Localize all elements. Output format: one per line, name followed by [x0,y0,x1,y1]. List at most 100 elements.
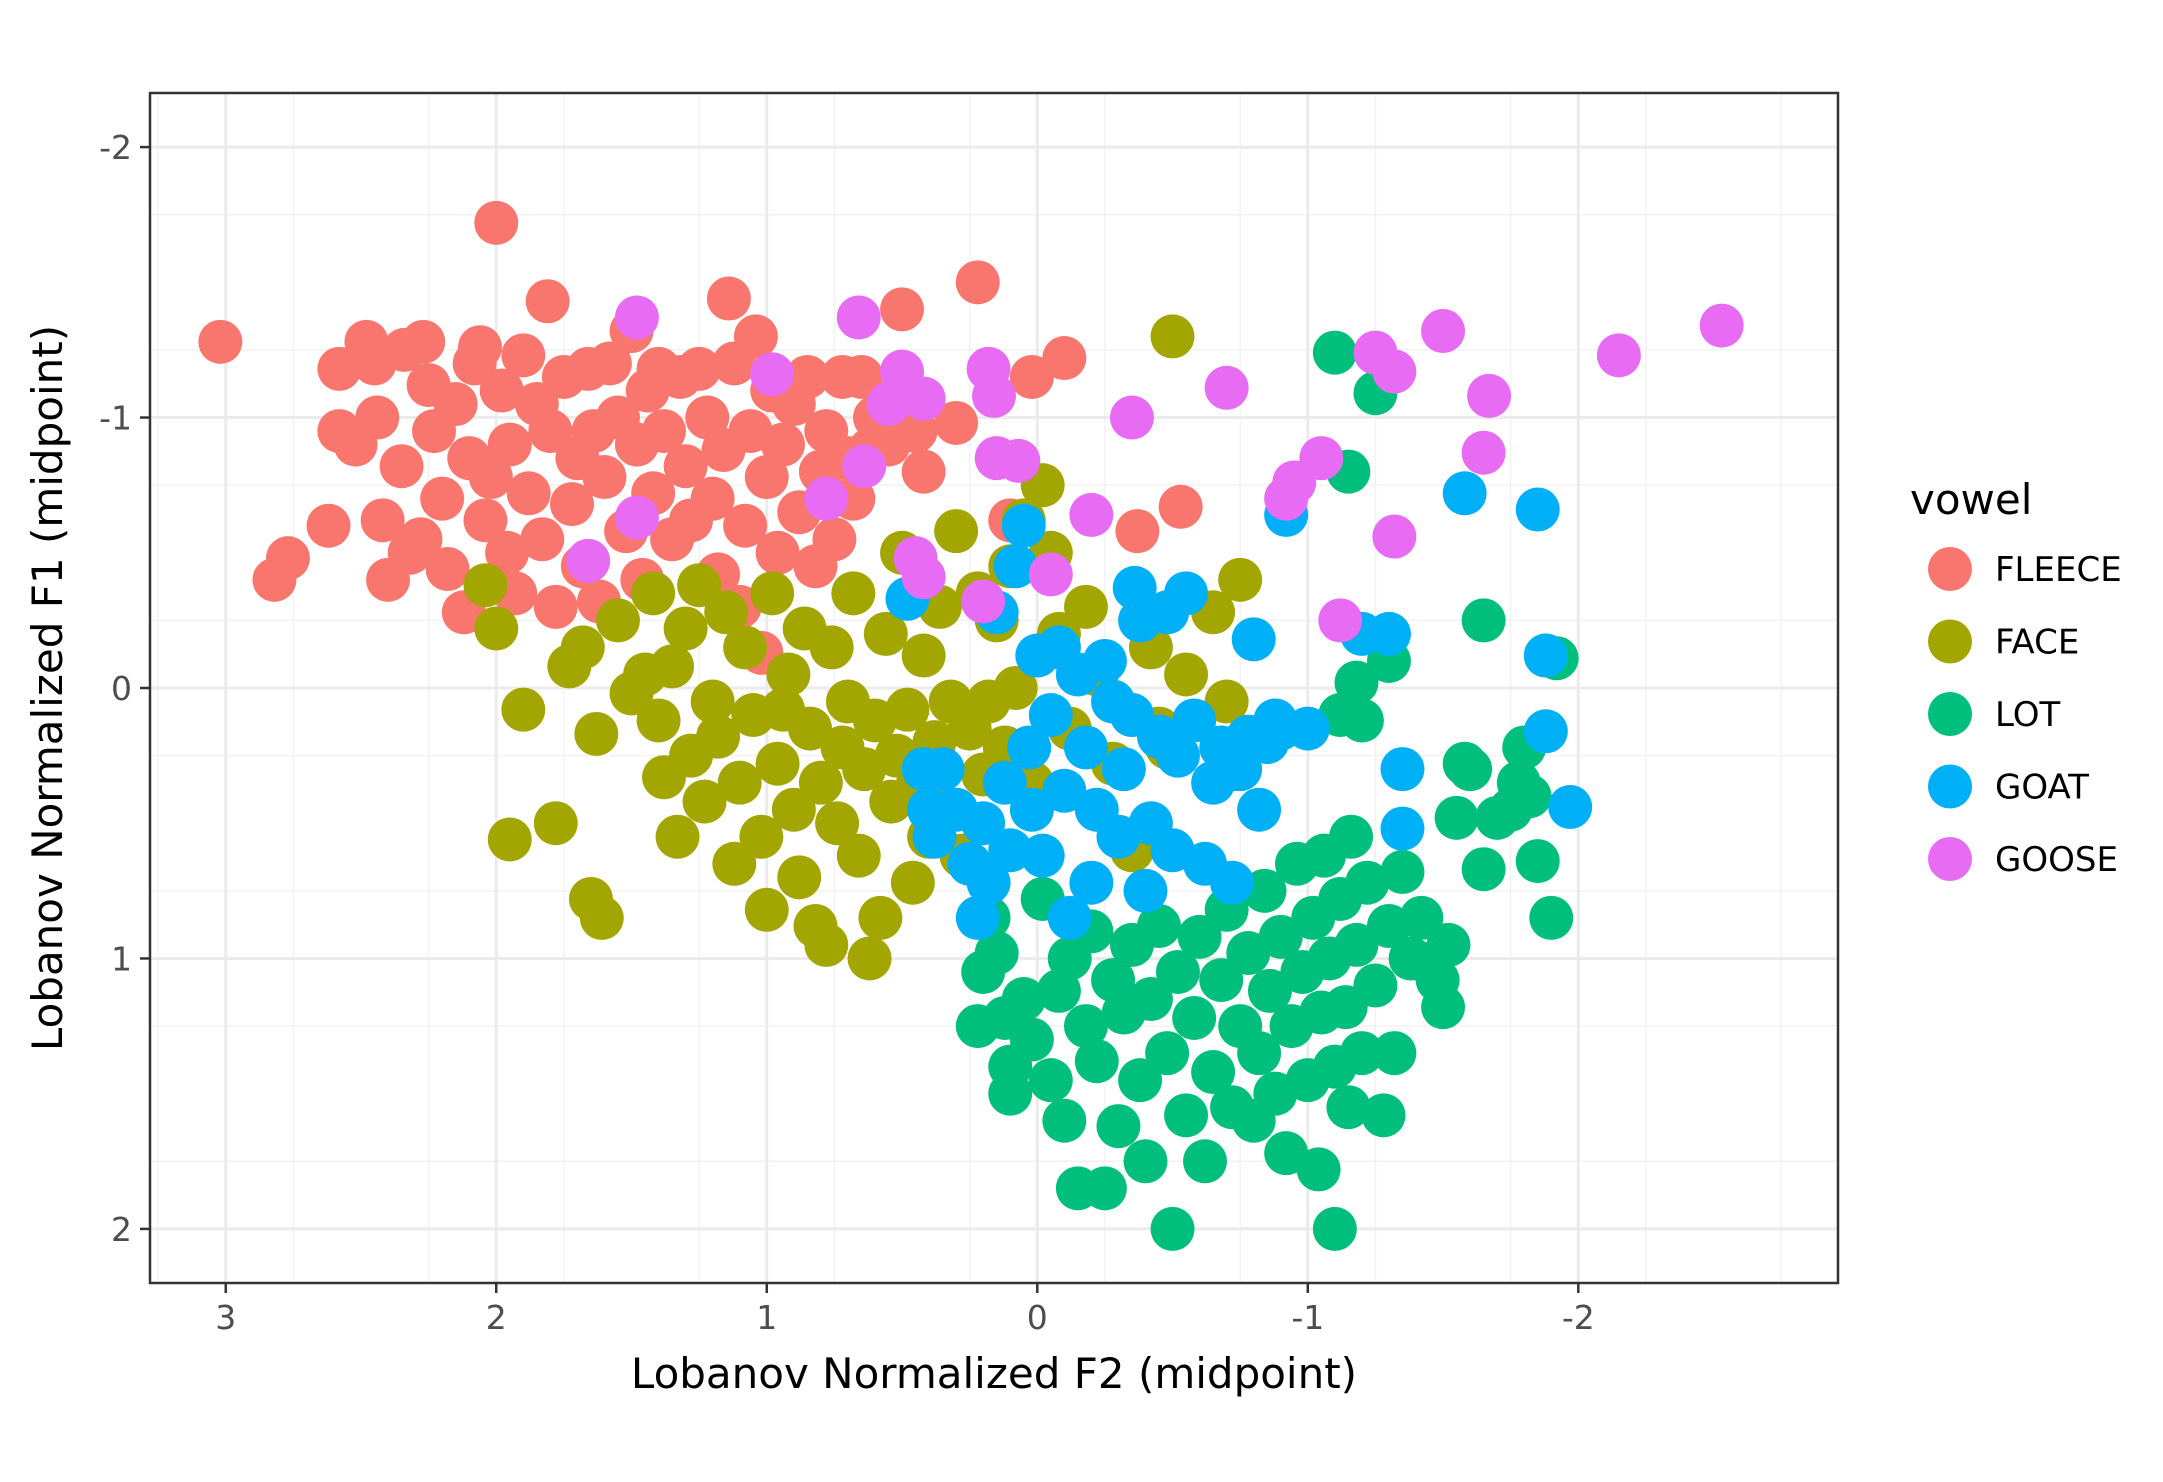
data-point-goose [996,438,1041,483]
data-point-fleece [1042,336,1087,381]
data-point-lot [1312,330,1357,375]
data-point-fleece [398,517,443,562]
data-point-goose [1699,303,1744,348]
data-point-face [574,711,619,756]
data-point-lot [974,931,1019,976]
data-point-goat [1231,617,1276,662]
data-point-fleece [506,471,551,516]
data-point-lot [1028,1058,1073,1103]
data-point-lot [1312,1206,1357,1251]
data-point-face [934,509,979,554]
x-tick-label: 2 [486,1298,507,1337]
data-point-lot [1226,931,1271,976]
legend-key [1928,547,1972,591]
data-point-goose [614,495,659,540]
data-point-fleece [485,530,530,575]
data-point-face [815,801,860,846]
data-point-fleece [317,346,362,391]
data-point-face [501,687,546,732]
legend-items: FLEECE FACE LOT GOAT GOOSE [1928,547,2122,881]
data-point-goat [1112,565,1157,610]
data-point-goat [1001,503,1046,548]
data-point-face [755,741,800,786]
data-point-face [901,633,946,678]
series-goose [566,295,1744,643]
data-point-lot [1461,847,1506,892]
data-point-fleece [1009,354,1054,399]
data-point-fleece [755,530,800,575]
y-tick-label: 0 [111,669,132,708]
data-point-fleece [355,395,400,440]
data-point-fleece [761,422,805,467]
data-point-face [579,895,624,940]
data-point-face [690,679,735,724]
data-point-goat [1237,787,1282,832]
data-point-lot [1448,747,1493,792]
data-point-face [463,563,508,608]
x-tick-label: 1 [756,1298,777,1337]
data-point-face [474,606,519,651]
data-point-lot [1191,1050,1236,1095]
x-tick-label: -2 [1562,1298,1595,1337]
data-point-goat [1285,706,1330,751]
data-point-lot [1380,849,1425,894]
y-tick-label: -1 [99,399,132,438]
data-point-goat [1042,768,1087,813]
series-face [463,314,1263,981]
legend-item-face: FACE [1928,619,2079,664]
legend-item-goose: GOOSE [1928,837,2118,881]
data-point-face [739,814,784,859]
data-point-lot [1123,1139,1168,1184]
data-point-face [487,817,532,862]
data-point-fleece [663,444,708,489]
data-point-lot [1137,904,1182,948]
data-point-fleece [1158,484,1203,529]
data-point-fleece [641,409,686,454]
data-point-fleece [433,382,478,427]
data-point-fleece [420,476,465,521]
data-point-face [1164,652,1209,697]
data-point-lot [1145,1031,1190,1076]
data-point-face [744,887,789,932]
legend-item-lot: LOT [1928,692,2060,736]
data-point-goose [1204,365,1249,410]
data-point-face [885,687,930,732]
legend-label: GOAT [1995,768,2089,808]
data-point-fleece [733,314,778,359]
y-axis-title: Lobanov Normalized F1 (midpoint) [23,325,72,1051]
data-point-fleece [528,409,573,454]
data-point-lot [1237,1031,1282,1076]
data-point-goose [614,295,659,340]
data-point-lot [1421,985,1466,1030]
data-point-lot [1155,949,1200,994]
x-tick-label: -1 [1291,1298,1324,1337]
data-point-goose [901,376,946,421]
data-point-goose [1596,333,1641,378]
x-axis-title: Lobanov Normalized F2 (midpoint) [631,1349,1357,1398]
data-point-fleece [360,498,405,543]
data-point-goose [1318,598,1363,643]
data-point-face [655,814,700,859]
data-point-lot [1183,1139,1227,1184]
data-point-lot [1247,968,1292,1013]
data-point-goat [1210,860,1255,905]
x-tick-label: 0 [1027,1298,1048,1337]
data-point-fleece [706,276,751,321]
data-point-goat [1548,785,1593,829]
series-goat [885,471,1593,940]
data-point-goat [1007,725,1052,770]
data-point-goose [836,295,881,340]
data-point-face [704,590,749,635]
data-point-goose [750,352,795,397]
data-point-goat [1069,860,1114,905]
data-point-fleece [474,200,519,245]
data-point-face [750,571,795,616]
data-point-face [836,833,881,878]
legend-key [1928,692,1972,736]
data-point-goat [982,760,1027,805]
data-point-lot [1329,814,1374,859]
data-point-face [831,571,876,616]
y-tick-label: -2 [99,128,132,167]
data-point-goose [566,538,611,583]
